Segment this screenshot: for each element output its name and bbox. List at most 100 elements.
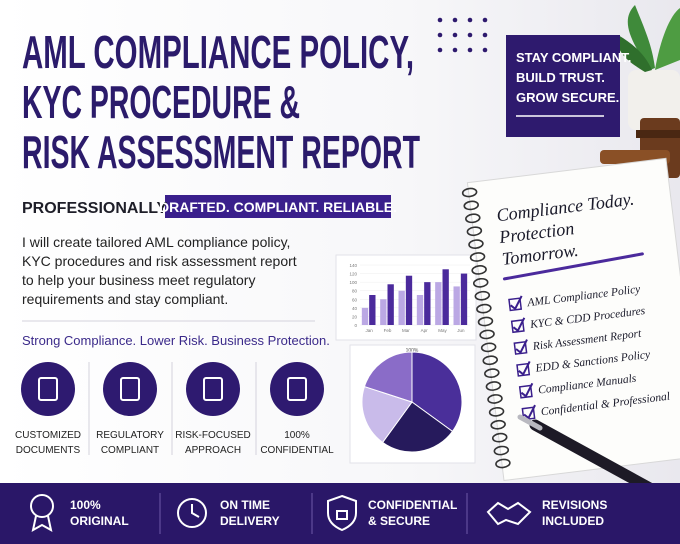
y-tick-label: 100	[349, 280, 357, 285]
dot	[437, 17, 443, 23]
footer-bar	[0, 483, 680, 544]
checkmark	[520, 382, 534, 398]
feature-icon	[21, 362, 75, 416]
spiral-ring	[485, 381, 502, 391]
heading-underline	[502, 252, 644, 281]
bar	[361, 307, 369, 325]
x-tick-label: Feb	[384, 328, 392, 333]
tagline-highlight: DRAFTED. COMPLIANT. RELIABLE.	[159, 199, 397, 215]
y-tick-label: 40	[352, 306, 358, 311]
x-tick-label: Jun	[457, 328, 465, 333]
spiral-ring	[480, 342, 497, 353]
footer-label: & SECURE	[368, 514, 430, 528]
spiral-ring	[495, 458, 511, 469]
dot	[437, 47, 443, 53]
bar	[387, 284, 394, 325]
spiral-ring	[482, 355, 498, 366]
spiral-ring	[471, 265, 487, 275]
description-line: KYC procedures and risk assessment repor…	[22, 253, 297, 269]
x-tick-label: Jan	[366, 328, 374, 333]
spiral-ring	[469, 252, 486, 262]
y-tick-label: 0	[354, 323, 357, 328]
footer-label: 100%	[70, 498, 101, 512]
description-line: requirements and stay compliant.	[22, 291, 228, 307]
bar	[398, 290, 405, 325]
spiral-ring	[476, 303, 492, 314]
footer-label: REVISIONS	[542, 498, 607, 512]
spiral-ring	[493, 445, 510, 456]
checkmark	[518, 360, 531, 376]
description-line: to help your business meet regulatory	[22, 272, 255, 288]
dot	[482, 47, 488, 53]
spiral-ring	[479, 329, 495, 340]
dot	[437, 32, 443, 38]
y-tick-label: 20	[352, 314, 358, 319]
bar	[442, 269, 449, 325]
spiral-ring	[490, 419, 506, 430]
feature-glyph	[120, 377, 140, 401]
pie-slice	[381, 401, 454, 453]
feature-label: DOCUMENTS	[16, 445, 81, 456]
spiral-ring	[466, 226, 483, 237]
spiral-ring	[468, 239, 484, 249]
spiral-ring	[461, 187, 478, 198]
y-tick-label: 80	[352, 289, 358, 294]
feature-label: CUSTOMIZED	[15, 430, 81, 441]
spiral-ring	[463, 200, 479, 211]
dot	[452, 17, 458, 23]
spiral-ring	[488, 406, 505, 417]
badge-box	[506, 35, 620, 137]
feature-icon	[103, 362, 157, 416]
pie-slice	[363, 351, 413, 403]
feature-label: 100%	[284, 430, 310, 441]
badge-line: BUILD TRUST.	[516, 70, 605, 85]
checkmark	[510, 295, 523, 311]
description-line: I will create tailored AML compliance po…	[22, 234, 290, 250]
slogan: Strong Compliance. Lower Risk. Business …	[22, 333, 330, 348]
feature-label: RISK-FOCUSED	[175, 430, 251, 441]
dot-grid	[437, 17, 488, 53]
feature-icon	[270, 362, 324, 416]
feature-label: APPROACH	[185, 445, 241, 456]
pie-title: 100%	[406, 348, 419, 354]
dot	[482, 32, 488, 38]
feature-label: REGULATORY	[96, 430, 164, 441]
bar	[435, 282, 442, 325]
bar	[405, 275, 413, 325]
checkmark	[515, 339, 528, 355]
feature-label: CONFIDENTIAL	[260, 445, 334, 456]
bar	[380, 299, 387, 325]
spiral-ring	[465, 213, 481, 224]
title-line: RISK ASSESSMENT REPORT	[22, 126, 420, 178]
checkmark	[512, 317, 526, 333]
spiral-ring	[477, 316, 494, 327]
dot	[467, 17, 473, 23]
y-tick-label: 140	[349, 263, 357, 268]
pie-slice	[361, 385, 413, 444]
badge-line: GROW SECURE.	[516, 90, 619, 105]
y-tick-label: 120	[349, 272, 357, 277]
footer-label: DELIVERY	[220, 514, 280, 528]
tagline-highlight-box	[165, 195, 391, 218]
x-tick-label: Apr	[421, 328, 429, 333]
feature-glyph	[287, 377, 307, 401]
plant	[617, 5, 680, 130]
spiral-ring	[472, 277, 489, 288]
footer-icons	[30, 494, 532, 532]
bar	[369, 295, 376, 325]
bar	[460, 273, 468, 325]
footer-label: CONFIDENTIAL	[368, 498, 457, 512]
footer-label: ORIGINAL	[70, 514, 129, 528]
checkmark	[523, 404, 536, 420]
feature-icon	[186, 362, 240, 416]
dot	[467, 32, 473, 38]
dot	[452, 47, 458, 53]
y-tick-label: 60	[352, 297, 358, 302]
title-line: KYC PROCEDURE &	[22, 76, 300, 128]
x-tick-label: Mar	[402, 328, 410, 333]
spiral-ring	[487, 394, 503, 404]
spiral-ring	[484, 368, 500, 379]
footer-label: INCLUDED	[542, 514, 604, 528]
